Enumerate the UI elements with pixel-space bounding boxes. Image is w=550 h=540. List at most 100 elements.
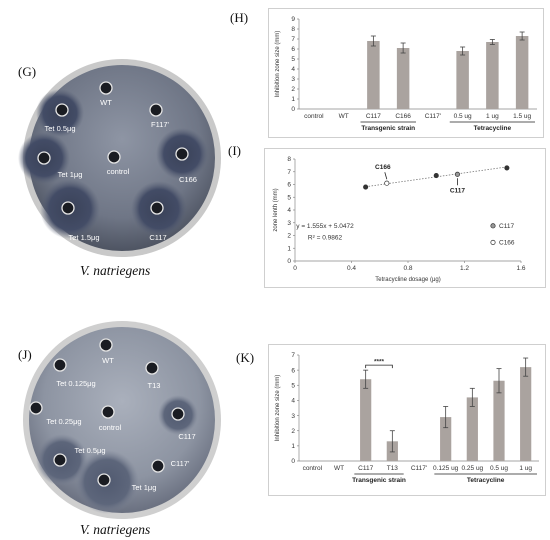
y-tick-label: 7 bbox=[291, 36, 295, 43]
plate-label-f117: F117' bbox=[151, 120, 170, 129]
well bbox=[171, 407, 185, 421]
data-point bbox=[504, 165, 510, 171]
plate-label-tet-1: Tet 1μg bbox=[132, 483, 157, 492]
bar bbox=[456, 51, 469, 109]
bar bbox=[466, 397, 478, 461]
plate-label-tet-1-5: Tet 1.5μg bbox=[68, 233, 99, 242]
well bbox=[61, 201, 75, 215]
bar bbox=[486, 42, 499, 109]
data-point bbox=[433, 173, 439, 179]
y-tick-label: 6 bbox=[291, 46, 295, 53]
y-tick-label: 8 bbox=[287, 156, 291, 163]
chart-i: 0 1 2 3 4 5 6 7 8 0 0.4 0.8 1.2 1.6 Tetracycline dosag… bbox=[273, 156, 526, 283]
y-tick-label: 6 bbox=[291, 367, 295, 374]
x-tick-label: 1.2 bbox=[460, 265, 469, 272]
chart-k: 0 1 2 3 4 5 6 7 Inhibition zone size (mm) control… bbox=[275, 352, 539, 484]
group-label: Transgenic strain bbox=[352, 477, 406, 484]
well bbox=[55, 103, 69, 117]
agar-plate-bottom: WT Tet 0.125μg T13 Tet 0.25μg control C1… bbox=[23, 321, 221, 519]
legend-marker-c117 bbox=[490, 223, 496, 229]
x-tick-label: 0.5 ug bbox=[454, 113, 472, 120]
chart-h-frame: 0 1 2 3 4 5 6 7 8 9 Inhibition zone size (mm) contr… bbox=[268, 8, 544, 138]
x-tick-label: 1 ug bbox=[486, 113, 499, 120]
annotation-c166: C166 bbox=[375, 164, 391, 171]
x-tick-label: 0.125 ug bbox=[433, 465, 459, 472]
well bbox=[149, 103, 163, 117]
caption-bottom: V. natriegens bbox=[80, 522, 151, 537]
panel-label-j: (J) bbox=[18, 347, 32, 362]
x-tick-label: C166 bbox=[395, 113, 411, 120]
x-tick-label: C117' bbox=[411, 465, 427, 472]
y-tick-label: 2 bbox=[287, 233, 291, 240]
y-tick-label: 5 bbox=[291, 56, 295, 63]
data-point bbox=[384, 180, 390, 186]
y-tick-label: 1 bbox=[291, 96, 295, 103]
well bbox=[99, 338, 113, 352]
y-tick-label: 0 bbox=[287, 258, 291, 265]
arrow-c166 bbox=[384, 172, 388, 180]
y-tick-label: 3 bbox=[291, 413, 295, 420]
y-tick-label: 1 bbox=[291, 443, 295, 450]
bar bbox=[520, 367, 532, 461]
y-tick-label: 8 bbox=[291, 26, 295, 33]
bar bbox=[493, 380, 505, 461]
x-tick-label: T13 bbox=[387, 465, 399, 472]
plate-label-wt: WT bbox=[102, 356, 114, 365]
regression-r2: R² = 0.9862 bbox=[308, 234, 343, 241]
y-tick-label: 1 bbox=[287, 245, 291, 252]
panel-label-h: (H) bbox=[230, 10, 249, 25]
well bbox=[150, 201, 164, 215]
y-tick-label: 3 bbox=[291, 76, 295, 83]
x-tick-label: 0.5 ug bbox=[490, 465, 508, 472]
plate-label-c117-prime: C117' bbox=[171, 459, 190, 468]
chart-k-frame: 0 1 2 3 4 5 6 7 Inhibition zone size (mm) control… bbox=[268, 344, 546, 496]
y-axis-title: Inhibition zone size (mm) bbox=[275, 31, 281, 98]
well bbox=[151, 459, 165, 473]
plate-label-control: control bbox=[99, 423, 122, 432]
plate-label-c117: C117 bbox=[178, 432, 195, 441]
well bbox=[99, 81, 113, 95]
x-tick-label: C117' bbox=[425, 113, 441, 120]
x-axis-title: Tetracycline dosage (μg) bbox=[375, 277, 441, 283]
y-tick-label: 5 bbox=[291, 382, 295, 389]
plate-label-c166: C166 bbox=[179, 175, 197, 184]
data-point bbox=[454, 171, 460, 177]
x-tick-label: 0 bbox=[293, 265, 297, 272]
well bbox=[29, 401, 43, 415]
legend-marker-c166 bbox=[490, 239, 496, 245]
well bbox=[97, 473, 111, 487]
significance-label: **** bbox=[374, 359, 385, 366]
well bbox=[101, 405, 115, 419]
chart-h: 0 1 2 3 4 5 6 7 8 9 Inhibition zone size (mm) contr… bbox=[275, 16, 537, 132]
y-axis-title: zone lenth (mm) bbox=[273, 188, 279, 231]
x-tick-label: 0.8 bbox=[403, 265, 412, 272]
well bbox=[53, 453, 67, 467]
y-tick-label: 0 bbox=[291, 458, 295, 465]
x-tick-label: 1 ug bbox=[519, 465, 532, 472]
chart-i-frame: 0 1 2 3 4 5 6 7 8 0 0.4 0.8 1.2 1.6 Tetracycline dosag… bbox=[264, 148, 546, 288]
x-tick-label: WT bbox=[334, 465, 344, 472]
y-tick-label: 6 bbox=[287, 182, 291, 189]
plate-label-tet-1: Tet 1μg bbox=[58, 170, 83, 179]
y-tick-label: 2 bbox=[291, 428, 295, 435]
y-tick-label: 0 bbox=[291, 106, 295, 113]
y-tick-label: 4 bbox=[291, 66, 295, 73]
data-point bbox=[363, 184, 369, 190]
plate-label-tet-0-5: Tet 0.5μg bbox=[44, 124, 75, 133]
well bbox=[175, 147, 189, 161]
well bbox=[145, 361, 159, 375]
x-tick-label: 1.5 ug bbox=[513, 113, 531, 120]
plate-label-tet-0-5: Tet 0.5μg bbox=[74, 446, 105, 455]
well bbox=[107, 150, 121, 164]
plate-label-tet-0-125: Tet 0.125μg bbox=[56, 379, 95, 388]
bar bbox=[367, 41, 380, 109]
regression-equation: y = 1.555x + 5.0472 bbox=[296, 223, 354, 230]
x-tick-label: 0.4 bbox=[347, 265, 356, 272]
x-tick-label: C117 bbox=[366, 113, 381, 120]
x-tick-label: 0.25 ug bbox=[461, 465, 483, 472]
panel-label-g: (G) bbox=[18, 64, 37, 79]
y-tick-label: 2 bbox=[291, 86, 295, 93]
plate-label-tet-0-25: Tet 0.25μg bbox=[46, 417, 81, 426]
group-label: Tetracycline bbox=[467, 477, 505, 484]
plate-label-wt: WT bbox=[100, 98, 112, 107]
